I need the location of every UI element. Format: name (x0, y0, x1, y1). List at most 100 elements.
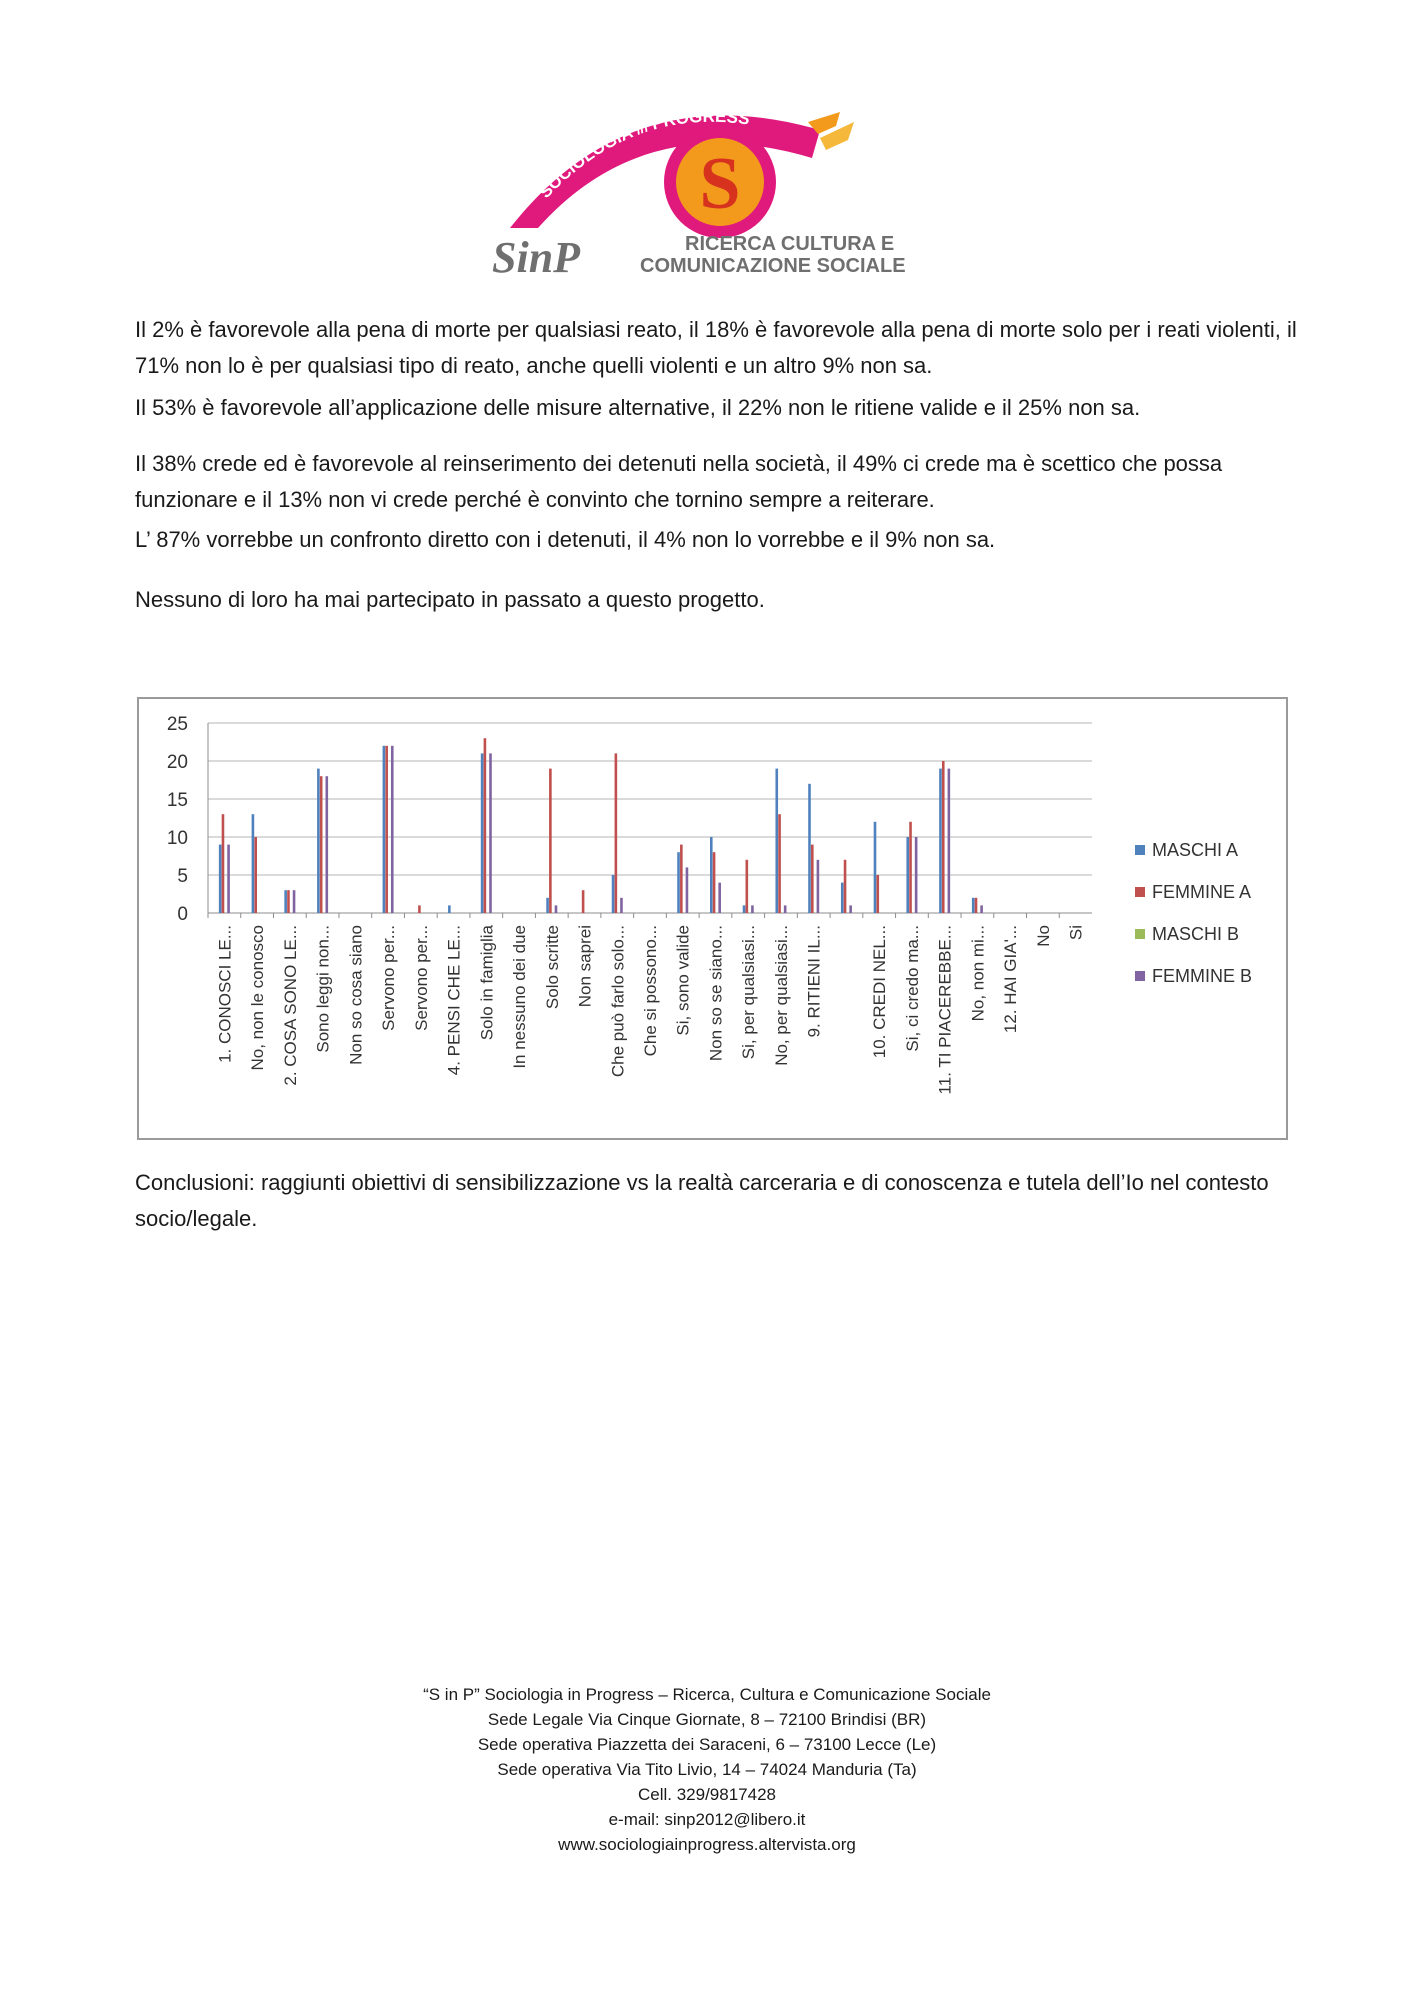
bar-femmine-a (941, 761, 945, 913)
x-category-label: Sono leggi non... (314, 925, 333, 1053)
legend-swatch (1135, 887, 1145, 897)
bar-femmine-a (581, 890, 585, 913)
paragraph-text: Il 53% è favorevole all’applicazione del… (135, 395, 1141, 420)
bar-femmine-a (319, 776, 323, 913)
bar-femmine-a (843, 859, 847, 913)
paragraph-past-participation: Nessuno di loro ha mai partecipato in pa… (135, 582, 1305, 618)
bar-femmine-b (554, 905, 558, 913)
bar-femmine-a (680, 844, 683, 913)
bar-femmine-a (778, 814, 781, 913)
y-tick-label: 5 (177, 866, 188, 887)
footer-legal-address: Sede Legale Via Cinque Giornate, 8 – 721… (487, 1710, 927, 1729)
x-category-label: No, non le conosco (248, 925, 267, 1071)
paragraph-alternative-measures: Il 53% è favorevole all’applicazione del… (135, 390, 1305, 426)
x-category-label: 11. TI PIACEREBBE... (936, 925, 955, 1094)
bar-femmine-b (325, 776, 329, 913)
footer-email[interactable]: e-mail: sinp2012@libero.it (608, 1810, 806, 1829)
x-category-label: In nessuno dei due (510, 925, 529, 1069)
paragraph-text: L’ 87% vorrebbe un confronto diretto con… (135, 527, 996, 552)
paragraph-direct-comparison: L’ 87% vorrebbe un confronto diretto con… (135, 522, 1305, 558)
logo-arrow-1 (808, 112, 840, 134)
y-tick-label: 15 (167, 790, 188, 811)
bar-femmine-a (221, 814, 225, 913)
x-category-label: 12. HAI GIA'... (1001, 925, 1020, 1033)
bar-femmine-a (974, 897, 978, 913)
x-category-label: Si, per qualsiasi... (739, 925, 758, 1059)
x-category-label: 9. RITIENI IL... (805, 925, 824, 1037)
bar-femmine-b (685, 867, 689, 913)
bar-maschi-a (873, 821, 877, 913)
bar-maschi-a (480, 753, 484, 913)
x-category-label: Non so se siano... (706, 925, 725, 1061)
footer-phone: Cell. 329/9817428 (637, 1785, 776, 1804)
paragraph-conclusions: Conclusioni: raggiunti obiettivi di sens… (135, 1165, 1305, 1237)
logo-s-letter: S (699, 143, 740, 225)
x-category-label: 1. CONOSCI LE... (215, 925, 234, 1063)
x-category-label: Si, ci credo ma... (903, 925, 922, 1052)
bar-maschi-a (840, 882, 844, 913)
bar-femmine-a (483, 738, 487, 913)
paragraph-text: Conclusioni: raggiunti obiettivi di sens… (135, 1170, 1269, 1231)
legend-label: MASCHI A (1152, 840, 1238, 860)
x-category-label: 4. PENSI CHE LE... (445, 925, 464, 1075)
bar-maschi-a (709, 837, 713, 913)
x-category-label: Che si possono... (641, 925, 660, 1056)
bar-femmine-a (876, 875, 880, 913)
logo-tagline-line1: RICERCA CULTURA E (685, 233, 894, 255)
bar-maschi-a (382, 745, 386, 913)
bar-femmine-b (783, 905, 787, 913)
bar-maschi-a (218, 844, 222, 913)
bar-femmine-b (980, 905, 983, 913)
x-category-label: Si, sono valide (674, 925, 693, 1036)
x-category-label: Servono per... (412, 925, 431, 1031)
bar-maschi-a (939, 768, 942, 913)
bar-femmine-b (292, 890, 296, 913)
bar-maschi-a (284, 890, 287, 913)
bar-femmine-a (254, 837, 258, 913)
bar-chart-frame: 0 5 10 15 20 25 1. CONOSCI LE... No, non le con… (137, 697, 1288, 1140)
footer-website[interactable]: www.sociologiainprogress.altervista.org (558, 1835, 856, 1854)
legend-swatch (1135, 971, 1145, 981)
bar-femmine-b (751, 905, 754, 913)
paragraph-text: Nessuno di loro ha mai partecipato in pa… (135, 587, 765, 612)
x-category-label: No, non mi... (968, 925, 987, 1021)
bar-femmine-b (489, 753, 492, 913)
paragraph-death-penalty: Il 2% è favorevole alla pena di morte pe… (135, 312, 1305, 384)
bar-femmine-a (614, 753, 618, 913)
footer-manduria-address: Sede operativa Via Tito Livio, 14 – 7402… (497, 1760, 917, 1779)
bar-maschi-a (808, 783, 811, 913)
x-category-label: 2. COSA SONO LE... (281, 925, 300, 1086)
bar-femmine-a (549, 768, 552, 913)
x-category-label: Non saprei (576, 925, 595, 1007)
bar-femmine-b (718, 882, 721, 913)
x-category-label: Solo in famiglia (477, 924, 496, 1040)
paragraph-text: Il 2% è favorevole alla pena di morte pe… (135, 317, 1297, 378)
footer: “S in P” Sociologia in Progress – Ricerc… (257, 1682, 1157, 1857)
bar-femmine-b (947, 768, 951, 913)
bar-femmine-b (227, 844, 230, 913)
bar-chart: 0 5 10 15 20 25 1. CONOSCI LE... No, non le con… (167, 714, 1252, 1094)
x-category-label: Solo scritte (543, 925, 562, 1009)
bar-maschi-a (448, 905, 451, 913)
bar-femmine-a (909, 821, 912, 913)
legend-label: MASCHI B (1152, 924, 1239, 944)
footer-lecce-address: Sede operativa Piazzetta dei Saraceni, 6… (477, 1735, 937, 1754)
y-tick-label: 10 (167, 828, 188, 849)
x-category-label: Servono per... (379, 925, 398, 1031)
legend-label: FEMMINE B (1152, 966, 1252, 986)
legend-label: FEMMINE A (1152, 882, 1251, 902)
bar-maschi-a (971, 897, 975, 913)
bar-maschi-a (742, 905, 746, 913)
y-tick-label: 25 (167, 714, 188, 735)
legend-swatch (1135, 845, 1145, 855)
bar-maschi-a (317, 768, 320, 913)
bar-femmine-a (745, 859, 749, 913)
bar-femmine-b (914, 837, 918, 913)
sinp-logo: S SOCIOLOGIA in PROGRESS SinP RICERCA CU… (492, 107, 906, 280)
logo-monogram: SinP (492, 233, 581, 280)
paragraph-text: Il 38% crede ed è favorevole al reinseri… (135, 451, 1223, 512)
x-category-label: Si (1067, 925, 1086, 940)
bar-femmine-b (849, 905, 852, 913)
bar-maschi-a (251, 814, 255, 913)
bar-femmine-b (390, 745, 394, 913)
